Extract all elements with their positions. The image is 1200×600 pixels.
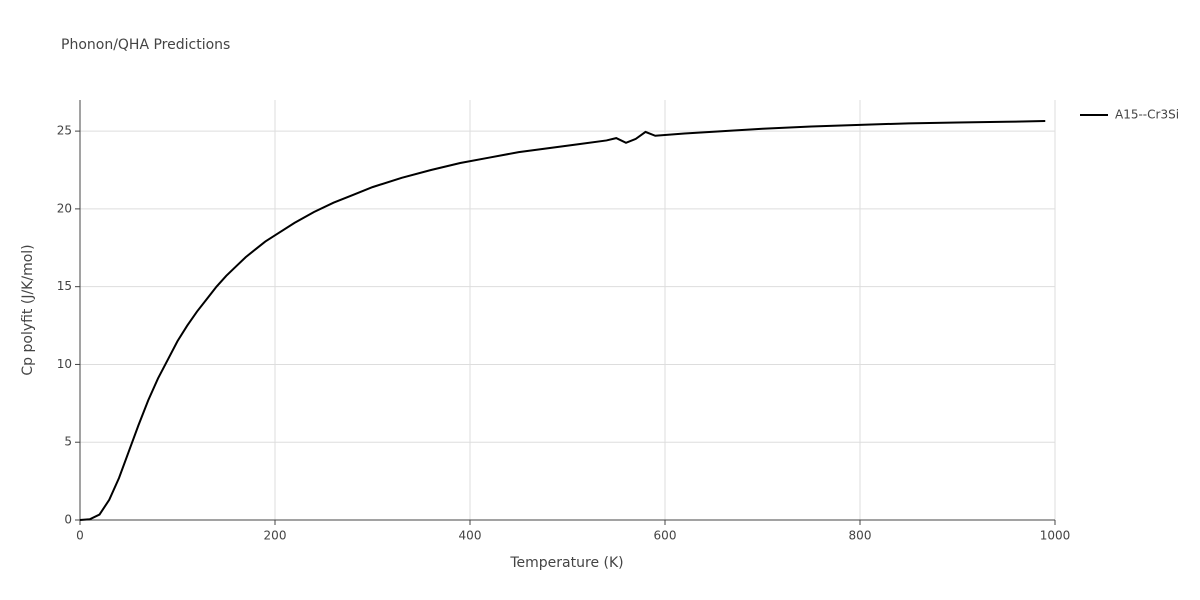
x-tick-label: 800 xyxy=(849,529,872,543)
y-tick-label: 15 xyxy=(57,279,72,293)
y-axis-label: Cp polyfit (J/K/mol) xyxy=(20,244,36,375)
chart-title: Phonon/QHA Predictions xyxy=(61,37,230,53)
legend-label: A15--Cr3Si xyxy=(1115,108,1179,122)
y-tick-label: 20 xyxy=(57,201,72,215)
x-axis-label: Temperature (K) xyxy=(509,555,623,571)
x-tick-label: 200 xyxy=(264,529,287,543)
x-tick-label: 0 xyxy=(76,529,84,543)
y-tick-label: 5 xyxy=(64,435,72,449)
x-tick-label: 1000 xyxy=(1040,529,1071,543)
y-tick-label: 10 xyxy=(57,357,72,371)
data-line xyxy=(79,120,1046,521)
x-tick-label: 600 xyxy=(654,529,677,543)
x-tick-label: 400 xyxy=(459,529,482,543)
y-tick-label: 0 xyxy=(64,513,72,527)
y-tick-label: 25 xyxy=(57,124,72,138)
